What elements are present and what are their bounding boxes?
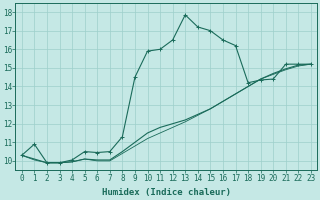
X-axis label: Humidex (Indice chaleur): Humidex (Indice chaleur) (102, 188, 231, 197)
